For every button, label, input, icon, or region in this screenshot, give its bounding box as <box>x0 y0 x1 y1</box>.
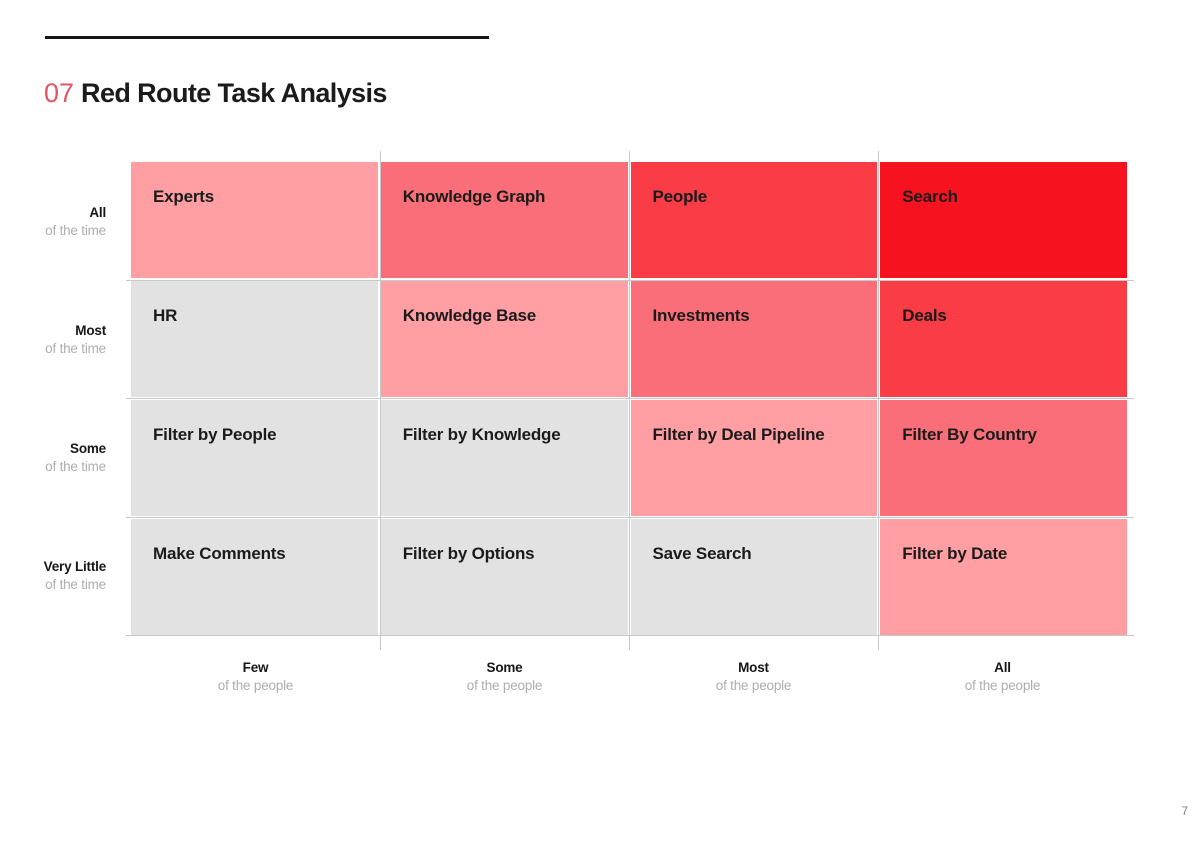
y-axis-tick-secondary: of the time <box>45 459 106 475</box>
x-axis-tick-secondary: of the people <box>466 678 543 693</box>
title-rule <box>45 36 489 39</box>
x-axis-tick-secondary: of the people <box>217 678 294 693</box>
matrix-cell-label: HR <box>153 306 178 325</box>
y-axis-tick-secondary: of the time <box>45 222 106 238</box>
matrix-cell: Filter By Country <box>880 400 1127 516</box>
matrix-cell-label: Filter By Country <box>902 425 1037 444</box>
y-axis-tick-primary: Most <box>75 322 106 338</box>
grid-row-line <box>126 516 1134 518</box>
matrix-cells: Experts Knowledge Graph People Search HR Know… <box>131 162 1127 635</box>
x-axis-tick-secondary: of the people <box>964 678 1041 693</box>
page-number: 7 <box>1181 806 1188 818</box>
grid-baseline <box>126 635 1134 636</box>
matrix-cell-label: Investments <box>652 306 750 325</box>
grid-column-line <box>877 151 879 650</box>
matrix-cell-label: Experts <box>153 187 214 206</box>
x-axis-tick-secondary: of the people <box>715 678 792 693</box>
matrix-cell: Deals <box>880 281 1127 397</box>
matrix-cell-label: Make Comments <box>153 544 286 563</box>
matrix-cell: Experts <box>131 162 378 278</box>
matrix-cell: Filter by Date <box>880 519 1127 635</box>
x-axis-tick: Most of the people <box>629 659 878 694</box>
matrix-cell-label: Filter by Knowledge <box>402 425 561 444</box>
slide-index: 07 <box>44 78 75 109</box>
x-axis-tick-primary: Few <box>242 660 269 675</box>
matrix-cell-label: Knowledge Base <box>402 306 536 325</box>
y-axis-tick: Most of the time <box>0 280 106 398</box>
red-route-matrix: Experts Knowledge Graph People Search HR Know… <box>126 151 1134 650</box>
matrix-cell-label: People <box>652 187 708 206</box>
grid-column-line <box>628 151 630 650</box>
x-axis-tick: Few of the people <box>131 659 380 694</box>
y-axis-tick-primary: All <box>89 204 106 220</box>
matrix-cell: Filter by Knowledge <box>380 400 628 516</box>
page-title: 07 Red Route Task Analysis <box>44 78 387 109</box>
y-axis-frequency: All of the time Most of the time Some of the … <box>0 162 107 635</box>
x-axis-tick: All of the people <box>878 659 1127 694</box>
matrix-cell: Knowledge Graph <box>380 162 628 278</box>
grid-row-line <box>126 398 1134 399</box>
grid-row-line <box>126 279 1134 281</box>
matrix-cell: Search <box>880 162 1127 278</box>
matrix-cell: Save Search <box>630 519 878 635</box>
matrix-cell: Investments <box>630 281 878 397</box>
matrix-cell: Filter by Deal Pipeline <box>630 400 878 516</box>
x-axis-tick-primary: Most <box>738 660 769 675</box>
x-axis-tick-primary: All <box>994 660 1011 675</box>
grid-column-line <box>379 151 381 650</box>
y-axis-tick: All of the time <box>0 162 106 280</box>
matrix-cell: People <box>630 162 878 278</box>
y-axis-tick-secondary: of the time <box>45 577 106 593</box>
matrix-cell-label: Knowledge Graph <box>402 187 546 206</box>
y-axis-tick-secondary: of the time <box>45 340 106 356</box>
y-axis-tick-primary: Very Little <box>43 559 107 575</box>
matrix-cell: Filter by People <box>131 400 378 516</box>
matrix-cell-label: Filter by Date <box>902 544 1008 563</box>
matrix-cell-label: Search <box>902 187 958 206</box>
x-axis-tick: Some of the people <box>380 659 629 694</box>
page-title-text: Red Route Task Analysis <box>81 78 387 109</box>
x-axis-people: Few of the people Some of the people Most of … <box>131 659 1127 694</box>
y-axis-tick: Some of the time <box>0 399 106 517</box>
matrix-cell: HR <box>131 281 378 397</box>
matrix-cell: Make Comments <box>131 519 378 635</box>
x-axis-tick-primary: Some <box>486 660 523 675</box>
matrix-cell: Knowledge Base <box>380 281 628 397</box>
matrix-cell-label: Filter by People <box>153 425 277 444</box>
matrix-cell-label: Deals <box>902 306 947 325</box>
matrix-cell-label: Filter by Deal Pipeline <box>652 425 825 444</box>
matrix-cell-label: Save Search <box>652 544 752 563</box>
matrix-cell: Filter by Options <box>380 519 628 635</box>
matrix-cell-label: Filter by Options <box>402 544 535 563</box>
y-axis-tick: Very Little of the time <box>0 517 107 635</box>
y-axis-tick-primary: Some <box>70 441 106 457</box>
